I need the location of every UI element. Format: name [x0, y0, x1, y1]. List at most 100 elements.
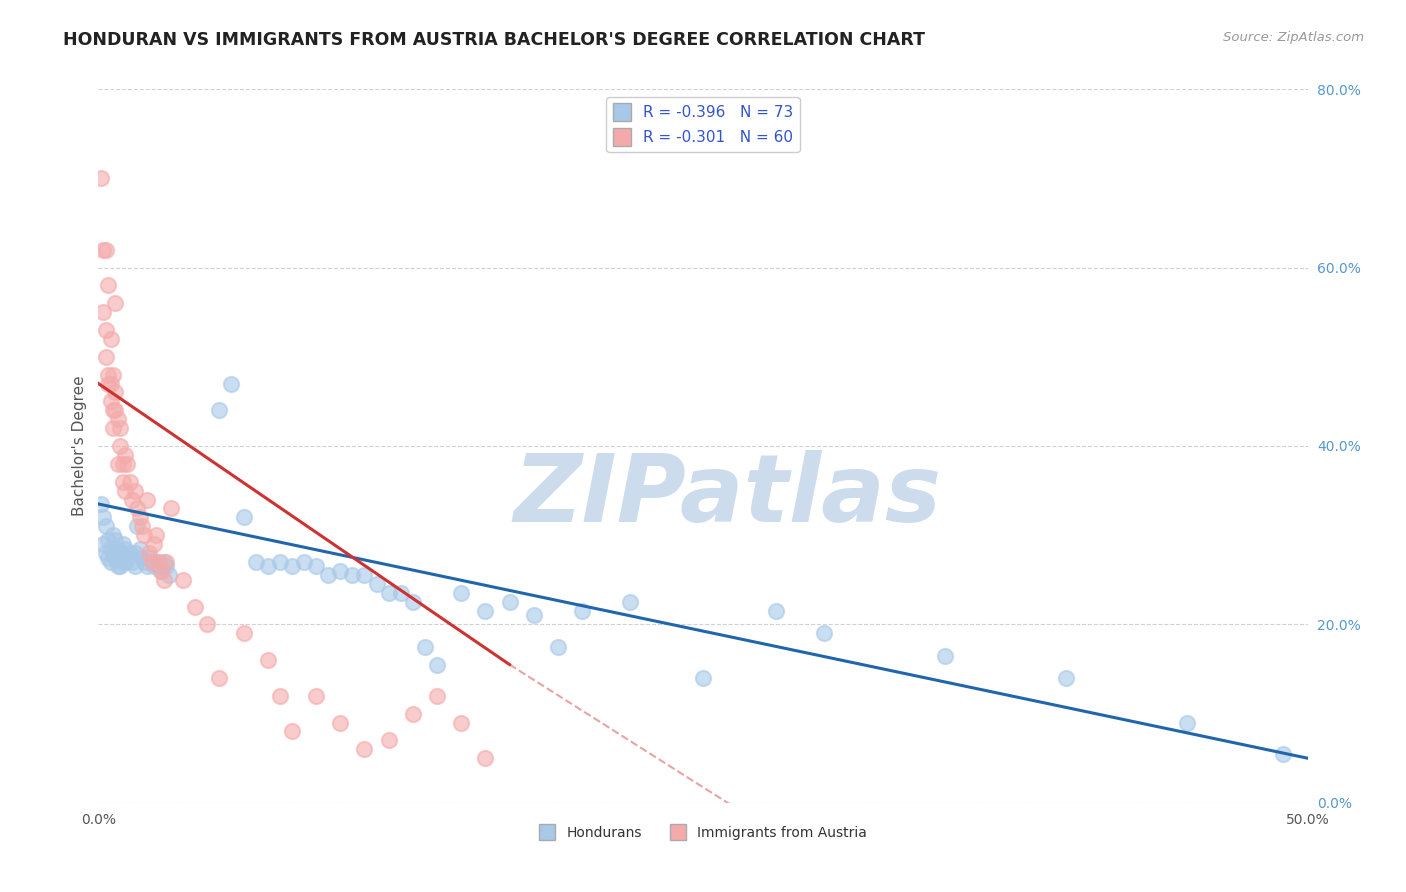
Point — [138, 546, 160, 560]
Point — [114, 541, 136, 556]
Point — [172, 573, 194, 587]
Point — [104, 550, 127, 565]
Point — [450, 715, 472, 730]
Point — [135, 559, 157, 574]
Point — [97, 278, 120, 293]
Point — [692, 671, 714, 685]
Point — [94, 243, 117, 257]
Point — [765, 604, 787, 618]
Point — [94, 350, 117, 364]
Point — [100, 394, 122, 409]
Text: HONDURAN VS IMMIGRANTS FROM AUSTRIA BACHELOR'S DEGREE CORRELATION CHART: HONDURAN VS IMMIGRANTS FROM AUSTRIA BACH… — [63, 31, 925, 49]
Point — [157, 568, 180, 582]
Point — [127, 519, 149, 533]
Point — [91, 510, 114, 524]
Point — [101, 546, 124, 560]
Point — [97, 550, 120, 565]
Y-axis label: Bachelor's Degree: Bachelor's Degree — [72, 376, 87, 516]
Point — [104, 296, 127, 310]
Point — [101, 403, 124, 417]
Point — [305, 689, 328, 703]
Point — [474, 604, 496, 618]
Point — [104, 533, 127, 547]
Point — [292, 555, 315, 569]
Point — [155, 559, 177, 574]
Point — [104, 385, 127, 400]
Point — [128, 541, 150, 556]
Point — [127, 501, 149, 516]
Point — [208, 403, 231, 417]
Point — [101, 528, 124, 542]
Point — [121, 492, 143, 507]
Point — [256, 559, 278, 574]
Point — [107, 412, 129, 426]
Point — [145, 528, 167, 542]
Point — [143, 537, 166, 551]
Point — [114, 483, 136, 498]
Point — [474, 751, 496, 765]
Point — [141, 555, 163, 569]
Point — [107, 457, 129, 471]
Point — [101, 368, 124, 382]
Point — [124, 559, 146, 574]
Point — [117, 457, 139, 471]
Point — [155, 555, 177, 569]
Point — [124, 483, 146, 498]
Point — [148, 555, 170, 569]
Point — [145, 555, 167, 569]
Point — [131, 550, 153, 565]
Point — [571, 604, 593, 618]
Point — [134, 528, 156, 542]
Point — [402, 595, 425, 609]
Point — [498, 595, 520, 609]
Point — [934, 648, 956, 663]
Point — [389, 586, 412, 600]
Point — [100, 376, 122, 391]
Point — [111, 537, 134, 551]
Point — [366, 577, 388, 591]
Point — [143, 559, 166, 574]
Point — [426, 689, 449, 703]
Point — [150, 564, 173, 578]
Point — [114, 555, 136, 569]
Point — [329, 564, 352, 578]
Point — [281, 559, 304, 574]
Point — [101, 421, 124, 435]
Point — [128, 510, 150, 524]
Point — [91, 537, 114, 551]
Point — [118, 546, 141, 560]
Point — [426, 657, 449, 672]
Point — [100, 332, 122, 346]
Point — [111, 555, 134, 569]
Point — [90, 171, 112, 186]
Point — [108, 546, 131, 560]
Point — [108, 421, 131, 435]
Point — [94, 546, 117, 560]
Point — [269, 689, 291, 703]
Point — [94, 519, 117, 533]
Legend: Hondurans, Immigrants from Austria: Hondurans, Immigrants from Austria — [533, 819, 873, 846]
Point — [1054, 671, 1077, 685]
Point — [377, 586, 399, 600]
Point — [256, 653, 278, 667]
Point — [124, 546, 146, 560]
Point — [121, 555, 143, 569]
Point — [305, 559, 328, 574]
Point — [316, 568, 339, 582]
Point — [402, 706, 425, 721]
Point — [134, 555, 156, 569]
Point — [353, 742, 375, 756]
Point — [160, 501, 183, 516]
Point — [148, 559, 170, 574]
Point — [114, 448, 136, 462]
Point — [281, 724, 304, 739]
Point — [97, 368, 120, 382]
Point — [94, 323, 117, 337]
Point — [90, 497, 112, 511]
Point — [208, 671, 231, 685]
Point — [232, 510, 254, 524]
Point — [353, 568, 375, 582]
Point — [97, 533, 120, 547]
Point — [813, 626, 835, 640]
Point — [107, 559, 129, 574]
